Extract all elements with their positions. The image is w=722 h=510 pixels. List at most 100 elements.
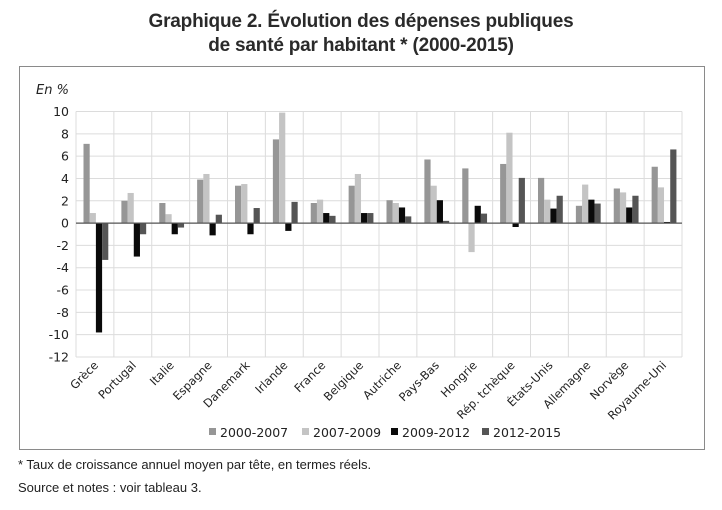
- y-tick-label: 2: [61, 193, 69, 208]
- y-tick-label: -12: [49, 350, 69, 365]
- bar-2009-2012-france: [323, 213, 330, 224]
- bar-2009-2012-italie: [171, 223, 178, 235]
- bar-2012-2015-portugal: [139, 223, 147, 235]
- legend-label: 2000-2007: [220, 425, 288, 440]
- bar-2007-2009-espagne: [203, 173, 210, 224]
- x-tick-label: Grèce: [67, 358, 101, 392]
- bar-2007-2009-allemagne: [582, 184, 589, 224]
- chart-frame: [19, 66, 705, 450]
- bar-2000-2007-danemark: [235, 185, 242, 224]
- x-tick-label: Italie: [147, 358, 177, 388]
- x-tick-label: Irlande: [252, 358, 290, 396]
- chart-title-line-1: Graphique 2. Évolution des dépenses publ…: [148, 11, 574, 32]
- y-tick-label: -2: [57, 238, 69, 253]
- bar-2012-2015-rép-tchèque: [518, 177, 525, 224]
- bar-2000-2007-grèce: [83, 143, 90, 224]
- bar-2007-2009-royaume-uni: [657, 187, 665, 224]
- bar-2009-2012-hongrie: [474, 205, 481, 224]
- chart-title: Graphique 2. Évolution des dépenses publ…: [0, 10, 722, 58]
- bar-2012-2015-danemark: [253, 208, 260, 224]
- bar-2009-2012-norvège: [626, 207, 633, 224]
- legend-swatch: [391, 428, 398, 435]
- bar-2007-2009-rép-tchèque: [506, 132, 513, 224]
- bar-2009-2012-danemark: [247, 223, 254, 235]
- bar-2000-2007-portugal: [121, 200, 128, 224]
- legend-swatch: [209, 428, 216, 435]
- grid: [75, 111, 683, 358]
- bar-2007-2009-belgique: [354, 173, 362, 224]
- y-tick-label: -4: [57, 260, 70, 275]
- bar-2000-2007-irlande: [272, 139, 280, 224]
- bar-2012-2015-belgique: [367, 213, 374, 224]
- bar-2007-2009-grèce: [89, 213, 96, 224]
- footnote-source: Source et notes : voir tableau 3.: [18, 480, 202, 495]
- bar-2007-2009-autriche: [392, 203, 399, 224]
- bar-2012-2015-hongrie: [480, 213, 488, 224]
- y-axis-unit-label: En %: [36, 83, 69, 98]
- bar-2009-2012-grèce: [95, 223, 103, 333]
- bar-2012-2015-italie: [177, 223, 185, 228]
- bar-2012-2015-grèce: [102, 223, 109, 260]
- y-tick-label: -8: [57, 305, 70, 320]
- legend-label: 2012-2015: [493, 425, 561, 440]
- bar-2009-2012-belgique: [361, 213, 368, 224]
- bar-2000-2007-royaume-uni: [651, 166, 658, 224]
- y-tick-label: -10: [49, 327, 69, 342]
- bar-2000-2007-norvège: [613, 188, 620, 224]
- bar-2000-2007-rép-tchèque: [500, 163, 507, 224]
- x-tick-label: Belgique: [321, 358, 366, 403]
- legend: 2000-2007 2007-2009 2009-2012 2012-2015: [209, 425, 561, 440]
- chart-title-line-2: de santé par habitant * (2000-2015): [208, 35, 514, 56]
- bar-2000-2007-pays-bas: [424, 159, 431, 224]
- bar-2000-2007-hongrie: [462, 168, 469, 224]
- y-tick-label: 10: [53, 104, 69, 119]
- legend-swatch: [482, 428, 489, 435]
- x-tick-label: Pays-Bas: [396, 358, 442, 404]
- bar-2012-2015-royaume-uni: [670, 149, 677, 224]
- bar-2009-2012-pays-bas: [436, 200, 443, 224]
- bar-2000-2007-belgique: [348, 185, 355, 224]
- y-tick-label: 8: [61, 126, 69, 141]
- bar-2012-2015-états-unis: [556, 195, 563, 224]
- bar-2000-2007-autriche: [386, 200, 393, 224]
- bar-2000-2007-espagne: [197, 179, 204, 224]
- bar-2000-2007-italie: [159, 203, 166, 224]
- y-tick-label: 6: [61, 149, 69, 164]
- bar-2012-2015-allemagne: [594, 203, 601, 224]
- bar-2007-2009-hongrie: [468, 223, 475, 253]
- bar-2009-2012-espagne: [209, 223, 216, 236]
- bar-2000-2007-états-unis: [538, 177, 545, 224]
- bar-2012-2015-irlande: [291, 201, 298, 224]
- y-tick-label: 4: [61, 171, 69, 186]
- bar-2012-2015-autriche: [405, 216, 412, 224]
- bar-2007-2009-france: [316, 199, 324, 224]
- bar-2009-2012-états-unis: [550, 208, 557, 224]
- y-axis-ticks: 10 8 6 4 2 0 -2 -4 -6 -8 -10 -12: [49, 104, 69, 365]
- bar-2007-2009-irlande: [279, 112, 286, 224]
- bar-2009-2012-portugal: [133, 223, 140, 257]
- bar-2009-2012-allemagne: [588, 199, 595, 224]
- bars: [83, 112, 677, 333]
- y-tick-label: 0: [61, 216, 69, 231]
- bar-2012-2015-pays-bas: [442, 220, 450, 224]
- x-tick-label: France: [291, 358, 328, 395]
- footnote-definition: * Taux de croissance annuel moyen par tê…: [18, 457, 372, 472]
- legend-swatch: [302, 428, 309, 435]
- bar-2007-2009-portugal: [127, 192, 134, 224]
- legend-label: 2007-2009: [313, 425, 381, 440]
- y-tick-label: -6: [57, 283, 70, 298]
- bar-2000-2007-allemagne: [575, 205, 583, 224]
- bar-2007-2009-danemark: [241, 184, 248, 224]
- bar-2007-2009-pays-bas: [430, 185, 437, 224]
- bar-2012-2015-france: [329, 215, 336, 224]
- bar-2007-2009-états-unis: [544, 199, 551, 224]
- bar-2007-2009-italie: [165, 214, 172, 224]
- bar-2000-2007-france: [310, 203, 317, 224]
- bar-2007-2009-norvège: [619, 192, 627, 224]
- legend-label: 2009-2012: [402, 425, 470, 440]
- bar-2009-2012-autriche: [398, 207, 406, 224]
- x-tick-label: Portugal: [95, 358, 139, 402]
- bar-2012-2015-espagne: [215, 214, 222, 224]
